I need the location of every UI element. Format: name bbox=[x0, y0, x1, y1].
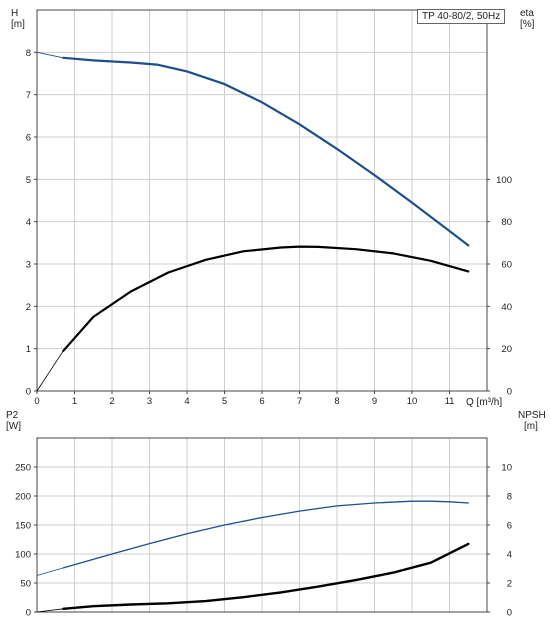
left-tick-label: 0 bbox=[26, 387, 31, 398]
x-tick-label: 11 bbox=[445, 396, 455, 407]
x-axis-label: Q [m³/h] bbox=[466, 397, 503, 408]
x-tick-label: 7 bbox=[297, 396, 302, 407]
series-1-0-curve bbox=[62, 500, 469, 569]
left-tick-label: 4 bbox=[26, 217, 31, 228]
top-left-axis-label-line1: H bbox=[11, 8, 19, 19]
bottom-right-axis-label-line2: [m] bbox=[524, 421, 538, 432]
bottom-left-axis-label-line2: [W] bbox=[6, 421, 21, 432]
bottom-left-axis-label-line1: P2 bbox=[6, 410, 19, 421]
right-tick-label: 10 bbox=[501, 463, 512, 474]
top-left-axis-label-line2: [m] bbox=[11, 19, 25, 30]
series-0-0-extrapolated bbox=[36, 51, 64, 59]
right-tick-label: 20 bbox=[501, 344, 512, 355]
x-tick-label: 9 bbox=[372, 396, 377, 407]
x-tick-label: 10 bbox=[407, 396, 418, 407]
series-1-0-extrapolated bbox=[36, 567, 64, 576]
right-tick-label: 40 bbox=[501, 302, 512, 313]
left-tick-label: 250 bbox=[15, 463, 31, 474]
left-tick-label: 100 bbox=[15, 550, 31, 561]
right-tick-label: 80 bbox=[501, 217, 512, 228]
left-tick-label: 50 bbox=[20, 579, 31, 590]
x-tick-label: 6 bbox=[259, 396, 264, 407]
series-1-1-curve bbox=[62, 542, 470, 610]
x-tick-label: 3 bbox=[147, 396, 152, 407]
x-tick-label: 4 bbox=[184, 396, 189, 407]
left-tick-label: 150 bbox=[15, 521, 31, 532]
right-tick-label: 60 bbox=[501, 260, 512, 271]
series-0-0-curve bbox=[62, 56, 470, 247]
series-0-1-curve bbox=[62, 245, 470, 352]
right-tick-label: 6 bbox=[507, 521, 512, 532]
x-tick-label: 1 bbox=[72, 396, 77, 407]
right-tick-label: 4 bbox=[507, 550, 512, 561]
bottom-right-axis-label-line1: NPSH bbox=[518, 410, 546, 421]
top-right-axis-label-line1: eta bbox=[520, 8, 534, 19]
left-tick-label: 2 bbox=[26, 302, 31, 313]
x-tick-label: 5 bbox=[222, 396, 227, 407]
left-tick-label: 200 bbox=[15, 492, 31, 503]
left-tick-label: 7 bbox=[26, 90, 31, 101]
x-tick-label: 0 bbox=[34, 396, 39, 407]
left-tick-label: 6 bbox=[26, 133, 31, 144]
right-tick-label: 8 bbox=[507, 492, 512, 503]
x-tick-label: 2 bbox=[109, 396, 114, 407]
left-tick-label: 3 bbox=[26, 260, 31, 271]
left-tick-label: 0 bbox=[26, 608, 31, 619]
chart-title: TP 40-80/2, 50Hz bbox=[417, 9, 506, 24]
series-1-1-extrapolated bbox=[36, 608, 64, 613]
top-right-axis-label-line2: [%] bbox=[520, 19, 535, 30]
x-tick-label: 8 bbox=[334, 396, 339, 407]
series-0-1-extrapolated bbox=[36, 350, 64, 392]
right-tick-label: 2 bbox=[507, 579, 512, 590]
left-tick-label: 8 bbox=[26, 48, 31, 59]
right-tick-label: 100 bbox=[496, 175, 512, 186]
right-tick-label: 0 bbox=[507, 608, 512, 619]
left-tick-label: 1 bbox=[26, 344, 31, 355]
right-tick-label: 0 bbox=[507, 387, 512, 398]
left-tick-label: 5 bbox=[26, 175, 31, 186]
